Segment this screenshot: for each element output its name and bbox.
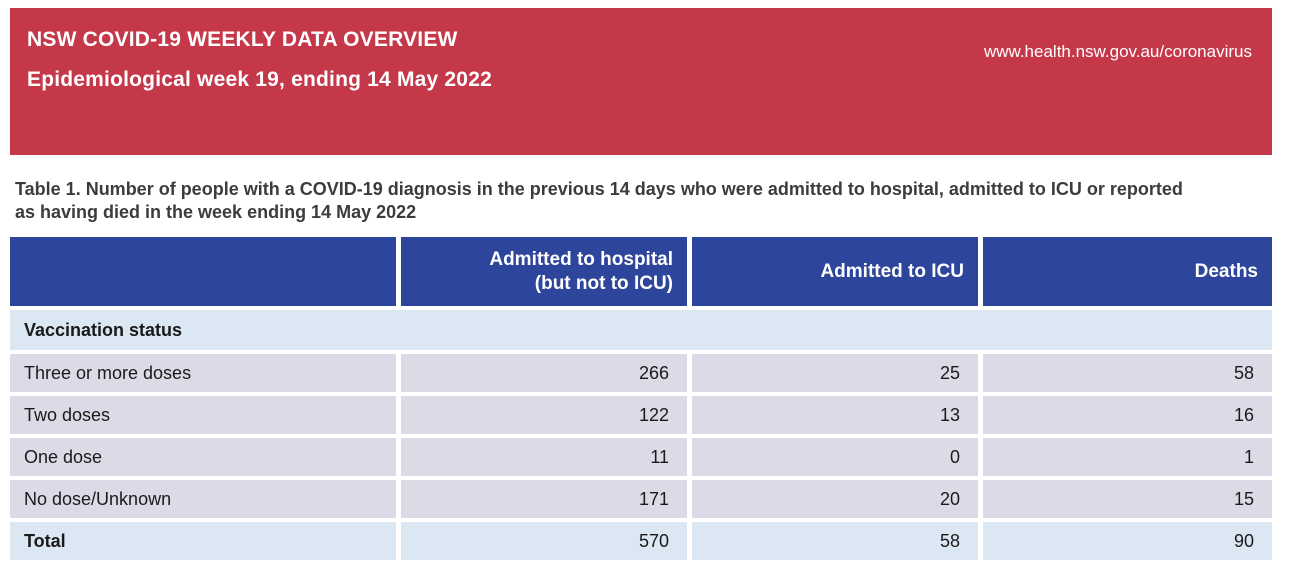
icu-value: 13 — [692, 396, 978, 434]
header-admitted-icu: Admitted to ICU — [692, 237, 978, 306]
table-caption: Table 1. Number of people with a COVID-1… — [15, 179, 1183, 222]
icu-value: 0 — [692, 438, 978, 476]
row-label: One dose — [10, 438, 396, 476]
header-banner: NSW COVID-19 WEEKLY DATA OVERVIEW Epidem… — [10, 8, 1272, 155]
website-url: www.health.nsw.gov.au/coronavirus — [983, 42, 1252, 61]
deaths-value: 15 — [983, 480, 1272, 518]
deaths-value: 16 — [983, 396, 1272, 434]
header-deaths: Deaths — [983, 237, 1272, 306]
section-vaccination-status: Vaccination status — [10, 310, 1272, 350]
hospital-value: 266 — [401, 354, 687, 392]
deaths-value: 1 — [983, 438, 1272, 476]
row-label: No dose/Unknown — [10, 480, 396, 518]
total-hospital-value: 570 — [401, 522, 687, 560]
row-label: Two doses — [10, 396, 396, 434]
hospital-value: 171 — [401, 480, 687, 518]
data-table: Admitted to hospital (but not to ICU) Ad… — [10, 237, 1272, 560]
total-icu-value: 58 — [692, 522, 978, 560]
total-deaths-value: 90 — [983, 522, 1272, 560]
deaths-value: 58 — [983, 354, 1272, 392]
page-subtitle: Epidemiological week 19, ending 14 May 2… — [27, 68, 492, 91]
header-empty-cell — [10, 237, 396, 306]
row-label: Three or more doses — [10, 354, 396, 392]
hospital-value: 122 — [401, 396, 687, 434]
header-admitted-hospital: Admitted to hospital (but not to ICU) — [401, 237, 687, 306]
page-title: NSW COVID-19 WEEKLY DATA OVERVIEW — [27, 28, 458, 51]
total-label: Total — [10, 522, 396, 560]
icu-value: 20 — [692, 480, 978, 518]
hospital-value: 11 — [401, 438, 687, 476]
icu-value: 25 — [692, 354, 978, 392]
